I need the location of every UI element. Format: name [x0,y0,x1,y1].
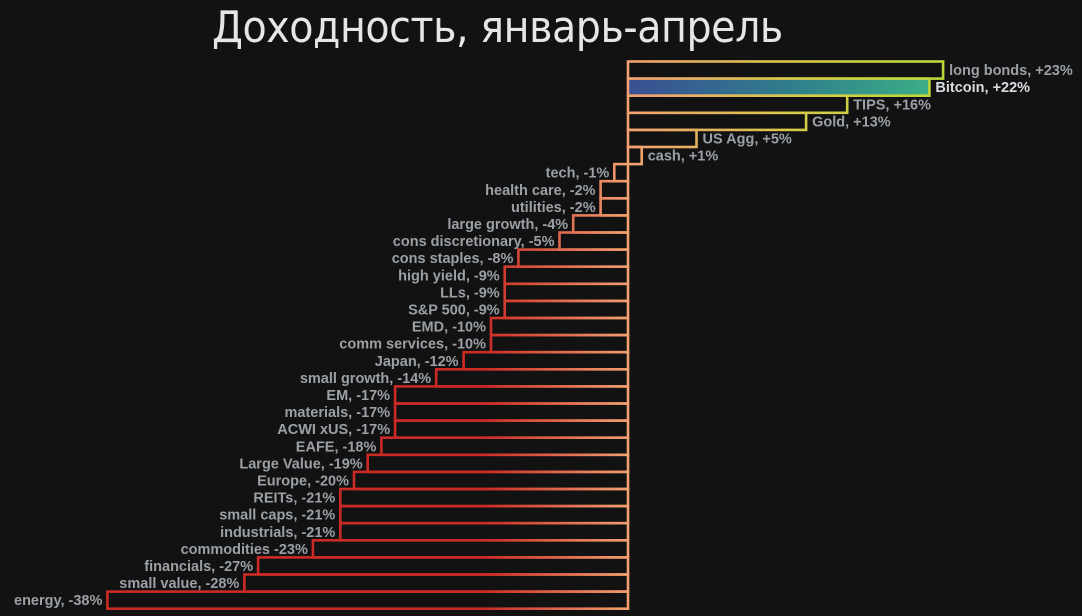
bar-label-cash: cash, +1% [648,149,719,165]
bar-acwi-xus [393,419,630,440]
bar-label-emd: EMD, -10% [412,320,486,336]
bar-label-comm-services: comm services, -10% [339,337,486,353]
bar-small-growth [434,367,630,388]
bar-commodities [311,538,630,559]
bar-reits [338,487,630,508]
bar-label-large-growth: large growth, -4% [447,217,568,233]
bar-tips [626,94,849,115]
bar-label-utilities: utilities, -2% [511,200,596,216]
bar-label-materials: materials, -17% [285,405,391,421]
bar-label-acwi-xus: ACWI xUS, -17% [277,422,390,438]
bar-label-eafe: EAFE, -18% [296,439,377,455]
bars-layer [106,60,945,610]
bar-label-small-growth: small growth, -14% [300,371,431,387]
bar-label-em: EM, -17% [326,388,390,404]
bar-gold [626,111,808,132]
bar-label-financials: financials, -27% [144,559,253,575]
bar-cash [626,145,643,166]
bar-industrials [338,521,630,542]
bar-label-commodities: commodities -23% [181,542,308,558]
bar-emd [489,316,630,337]
bar-comm-services [489,333,630,354]
bar-label-europe: Europe, -20% [257,473,349,489]
bar-label-cons-discretionary: cons discretionary, -5% [393,234,555,250]
bar-label-s-p-500: S&P 500, -9% [408,302,500,318]
bar-cons-discretionary [558,231,630,251]
bar-bitcoin [626,77,931,97]
bar-label-small-value: small value, -28% [119,576,239,592]
bar-large-growth [571,214,630,234]
bar-energy [106,590,630,610]
bar-small-caps [338,504,630,525]
bar-label-long-bonds: long bonds, +23% [949,63,1073,79]
bar-materials [393,402,630,422]
bar-small-value [243,573,630,593]
bar-tech [612,162,630,183]
bar-financials [256,556,630,576]
bar-label-bitcoin: Bitcoin, +22% [935,80,1030,96]
bar-health-care [599,179,630,200]
bar-label-lls: LLs, -9% [440,285,500,301]
bar-large-value [366,453,630,474]
bar-label-industrials: industrials, -21% [220,525,335,541]
bar-label-gold: Gold, +13% [812,114,891,130]
bar-label-tips: TIPS, +16% [853,97,931,113]
bar-cons-staples [517,248,630,269]
labels-layer: long bonds, +23%Bitcoin, +22%TIPS, +16%G… [14,63,1073,609]
bar-japan [462,350,630,371]
bar-label-tech: tech, -1% [546,166,610,182]
bar-eafe [380,436,630,457]
bar-label-small-caps: small caps, -21% [219,508,335,524]
bar-label-energy: energy, -38% [14,593,102,609]
bar-us-agg [626,128,698,149]
bar-s-p-500 [503,299,630,320]
bar-label-reits: REITs, -21% [253,491,335,507]
bar-label-high-yield: high yield, -9% [398,268,500,284]
bar-label-health-care: health care, -2% [485,183,596,199]
bar-em [393,385,630,405]
bar-long-bonds [626,60,945,80]
bar-lls [503,282,630,303]
bar-label-japan: Japan, -12% [375,354,459,370]
bar-utilities [599,197,630,217]
bar-europe [352,470,630,491]
bar-label-us-agg: US Agg, +5% [703,131,792,147]
bar-label-large-value: Large Value, -19% [239,456,362,472]
bar-high-yield [503,265,630,286]
bar-label-cons-staples: cons staples, -8% [392,251,514,267]
chart-title: Доходность, январь-апрель [212,2,783,53]
